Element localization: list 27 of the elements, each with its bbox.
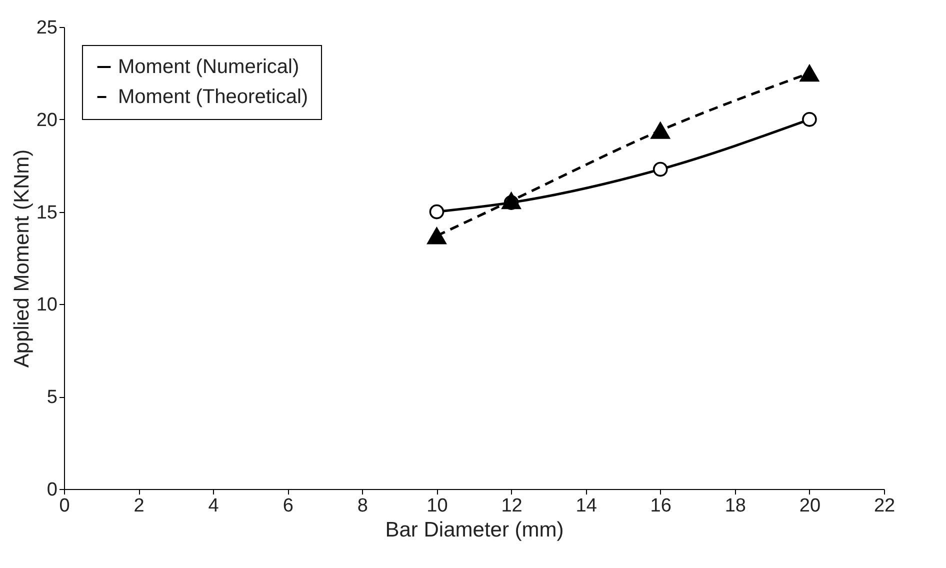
y-tick-label: 10 xyxy=(36,294,58,316)
x-tick-label: 22 xyxy=(874,496,896,516)
y-tick-label: 25 xyxy=(36,18,58,38)
point xyxy=(650,122,670,139)
legend-label: Moment (Theoretical) xyxy=(118,86,308,108)
legend-label: Moment (Numerical) xyxy=(118,56,300,78)
point xyxy=(427,227,446,244)
y-axis-title: Applied Moment (KNm) xyxy=(10,149,34,368)
x-tick-label: 2 xyxy=(134,496,144,516)
point xyxy=(652,162,668,177)
y-tick-label: 20 xyxy=(36,110,58,131)
point xyxy=(800,64,820,82)
point xyxy=(802,112,817,127)
x-tick-label: 20 xyxy=(799,496,821,516)
y-tick-label: 0 xyxy=(46,480,58,500)
x-axis-title: Bar Diameter (mm) xyxy=(385,518,564,542)
y-tick-label: 15 xyxy=(36,202,58,224)
x-tick-label: 14 xyxy=(576,496,598,516)
x-tick-label: 4 xyxy=(208,496,220,516)
x-tick-label: 12 xyxy=(501,496,522,516)
x-tick-label: 16 xyxy=(650,496,672,516)
x-tick-label: 6 xyxy=(282,496,294,516)
point xyxy=(429,204,444,220)
x-tick-label: 18 xyxy=(724,496,746,516)
y-tick-label: 5 xyxy=(46,387,58,408)
x-tick-label: 8 xyxy=(357,496,368,516)
x-tick-label: 10 xyxy=(426,496,448,516)
